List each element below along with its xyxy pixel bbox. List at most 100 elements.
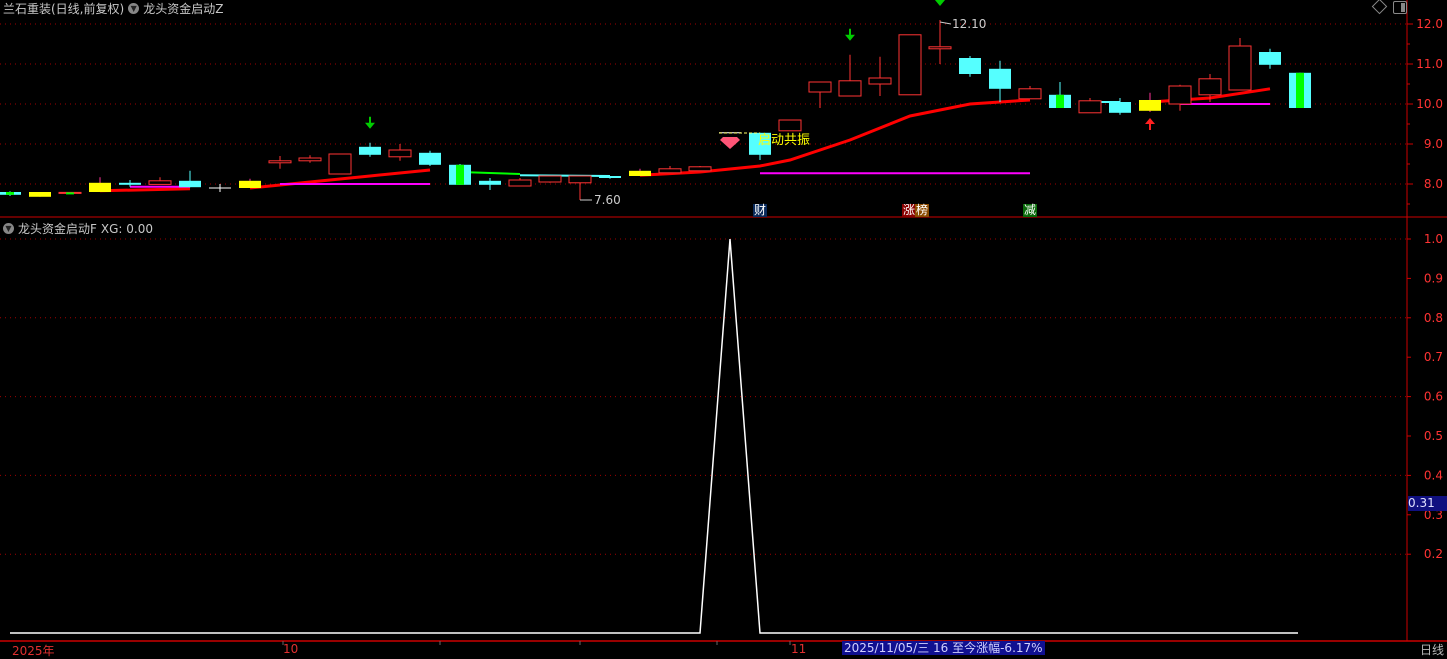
candle bbox=[298, 155, 322, 163]
candle-body bbox=[1228, 45, 1252, 91]
arrow-down-icon bbox=[845, 28, 855, 41]
marker-zhang[interactable]: 涨 bbox=[902, 203, 917, 217]
y-tick-label: 8.0 bbox=[1424, 177, 1443, 191]
candle-body bbox=[359, 146, 381, 155]
candle bbox=[179, 170, 201, 188]
value-badge: 0.31 bbox=[1408, 496, 1447, 511]
candle-body bbox=[928, 46, 952, 50]
candle bbox=[419, 150, 441, 166]
candle bbox=[1049, 82, 1071, 108]
candle bbox=[1289, 72, 1311, 108]
candle-body bbox=[239, 180, 261, 188]
sub-indicator-name[interactable]: 龙头资金启动F bbox=[18, 222, 97, 236]
candle-body bbox=[419, 152, 441, 165]
low-label: 7.60 bbox=[594, 193, 621, 207]
candle-body bbox=[1139, 100, 1161, 111]
sub-y-tick-label: 0.7 bbox=[1424, 350, 1443, 364]
candle-body bbox=[328, 153, 352, 175]
candle-body bbox=[959, 58, 981, 74]
diamond-signal-icon bbox=[720, 137, 740, 149]
candle-body bbox=[268, 160, 292, 164]
candle bbox=[148, 177, 172, 185]
candle-body bbox=[599, 176, 621, 178]
arrow-down-icon bbox=[365, 116, 375, 129]
candle-body bbox=[1168, 85, 1192, 105]
sub-y-tick-label: 1.0 bbox=[1424, 232, 1443, 246]
marker-cai[interactable]: 财 bbox=[753, 203, 768, 217]
candle-body bbox=[658, 168, 682, 174]
candle bbox=[359, 142, 381, 157]
panel-toggle-icon[interactable] bbox=[1393, 1, 1407, 14]
candle-body bbox=[568, 175, 592, 184]
candle bbox=[328, 153, 352, 175]
candle-body bbox=[1018, 88, 1042, 100]
marker-jian[interactable]: 减 bbox=[1023, 203, 1038, 217]
candle bbox=[538, 175, 562, 183]
chart-header: 兰石重装(日线,前复权) ▼ 龙头资金启动Z bbox=[3, 0, 223, 17]
candle-body bbox=[508, 179, 532, 187]
period-label[interactable]: 日线 bbox=[1420, 643, 1445, 657]
arrow-up-icon bbox=[1145, 118, 1155, 130]
candle-body bbox=[688, 166, 712, 172]
candle bbox=[508, 178, 532, 187]
y-tick-label: 10.0 bbox=[1416, 97, 1443, 111]
candle-body bbox=[89, 182, 111, 192]
chevron-circle-down-icon[interactable]: ▼ bbox=[128, 3, 140, 14]
candle-body bbox=[179, 180, 201, 188]
indicator-line-ma bbox=[639, 98, 1031, 177]
candle bbox=[268, 156, 292, 169]
candle-body bbox=[1259, 52, 1281, 65]
candle-body bbox=[868, 77, 892, 85]
candle-inner bbox=[1056, 94, 1064, 108]
candle-body bbox=[119, 182, 141, 185]
candle bbox=[29, 192, 51, 197]
candle bbox=[838, 54, 862, 97]
candle bbox=[119, 180, 141, 187]
high-label: 12.10 bbox=[952, 17, 987, 31]
chevron-circle-down-icon[interactable]: ▼ bbox=[3, 223, 14, 234]
main-indicator-name[interactable]: 龙头资金启动Z bbox=[143, 2, 224, 16]
candle bbox=[688, 166, 712, 172]
candle-body bbox=[479, 180, 501, 185]
sub-y-tick-label: 0.2 bbox=[1424, 547, 1443, 561]
candle bbox=[808, 81, 832, 108]
x-label-nov: 11 bbox=[791, 642, 807, 656]
candle-body bbox=[538, 175, 562, 183]
indicator-line-down bbox=[519, 174, 611, 177]
candle-body bbox=[778, 119, 802, 132]
sub-indicator-value: XG: 0.00 bbox=[100, 221, 154, 236]
candle bbox=[1198, 74, 1222, 102]
candle-body bbox=[388, 149, 412, 158]
candle bbox=[388, 144, 412, 161]
candle bbox=[1228, 38, 1252, 91]
marker-bang[interactable]: 榜 bbox=[915, 203, 930, 217]
x-label-oct: 10 bbox=[283, 642, 299, 656]
candle bbox=[58, 191, 82, 195]
candle bbox=[599, 176, 621, 179]
candle-body bbox=[1078, 100, 1102, 114]
stock-title: 兰石重装(日线,前复权) bbox=[3, 2, 125, 16]
arrow-down-icon bbox=[935, 0, 945, 6]
xg-signal-line bbox=[10, 238, 1298, 634]
sub-y-tick-label: 0.3 bbox=[1424, 508, 1443, 522]
candle bbox=[749, 132, 771, 160]
sub-y-tick-label: 0.5 bbox=[1424, 429, 1443, 443]
candle-inner bbox=[1296, 72, 1304, 108]
candle bbox=[239, 178, 261, 188]
candle bbox=[1078, 98, 1102, 114]
sub-y-tick-label: 0.9 bbox=[1424, 271, 1443, 285]
candle bbox=[778, 119, 802, 132]
candle-body bbox=[29, 192, 51, 197]
candle-body bbox=[1198, 78, 1222, 96]
x-label-year: 2025年 bbox=[12, 644, 55, 658]
candle bbox=[898, 34, 922, 96]
candle-body bbox=[838, 80, 862, 97]
candle bbox=[89, 177, 111, 192]
sub-y-tick-label: 0.4 bbox=[1424, 468, 1443, 482]
y-tick-label: 9.0 bbox=[1424, 137, 1443, 151]
sub-header: ▼ 龙头资金启动F XG: 0.00 bbox=[3, 220, 153, 237]
signal-label: 启动共振 bbox=[758, 133, 811, 148]
candle bbox=[568, 175, 592, 200]
candle-body bbox=[808, 81, 832, 93]
